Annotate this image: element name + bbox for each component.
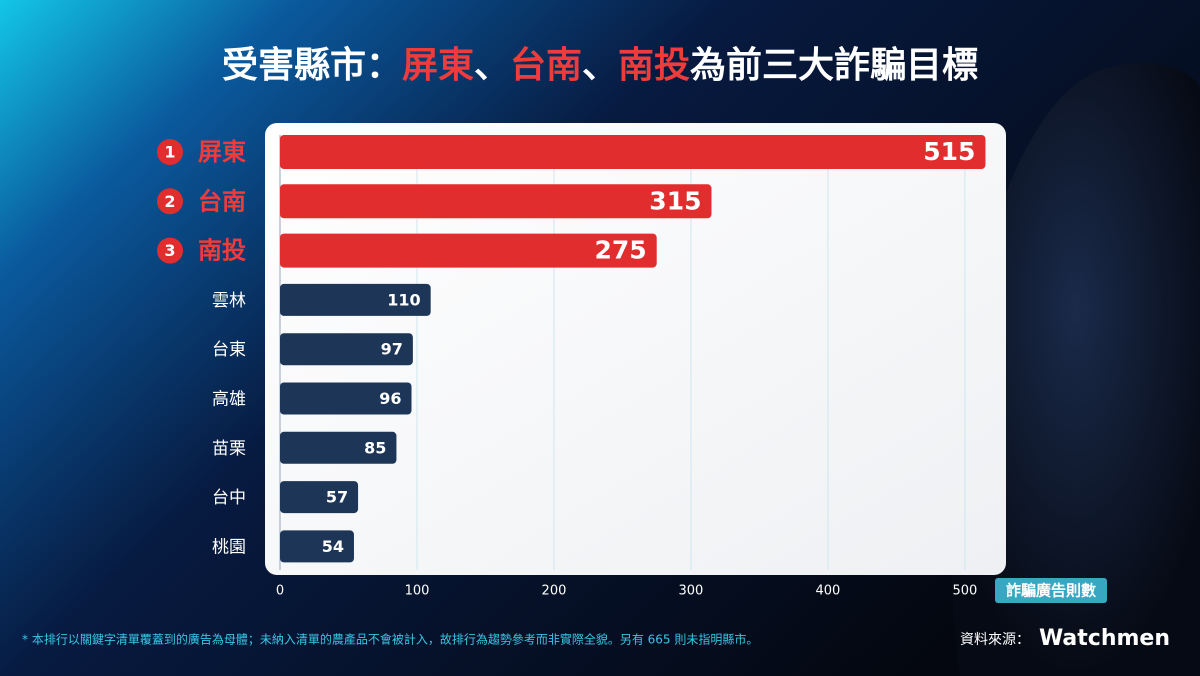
x-label-box (995, 578, 1107, 603)
value-label: 515 (923, 137, 975, 166)
bar (280, 233, 657, 268)
category-label: 雲林 (212, 291, 246, 311)
rank-number: 3 (164, 241, 175, 260)
category-label: 桃園 (212, 537, 246, 557)
source-label: 資料來源： (960, 632, 1030, 648)
x-tick-label: 400 (816, 584, 841, 599)
value-label: 110 (387, 290, 420, 309)
category-label: 台南 (198, 187, 246, 215)
title-segment: 、 (582, 45, 618, 86)
category-label: 南投 (198, 237, 246, 265)
x-axis-label: 詐騙廣告則數 (1006, 582, 1096, 600)
bar (280, 530, 354, 563)
bar (280, 135, 986, 169)
title-segment: 受害縣市： (222, 45, 402, 86)
rank-number: 2 (164, 192, 175, 211)
rank-badge (157, 188, 183, 215)
hood-figure (951, 63, 1200, 676)
title-segment: 台南 (510, 45, 582, 86)
x-tick-label: 500 (952, 584, 977, 599)
footnote: * 本排行以關鍵字清單覆蓋到的廣告為母體；未納入清單的農產品不會被計入，故排行為… (22, 632, 758, 647)
rank-number: 1 (164, 143, 175, 162)
category-label: 高雄 (212, 390, 246, 410)
category-label: 屏東 (198, 138, 246, 166)
value-label: 275 (595, 236, 647, 265)
category-label: 台東 (212, 340, 246, 360)
value-label: 54 (322, 537, 344, 556)
title-segment: 屏東 (402, 45, 474, 86)
rank-badge (157, 237, 183, 264)
bar (280, 333, 413, 366)
bar (280, 283, 431, 316)
x-tick-label: 100 (405, 584, 430, 599)
plot: 0 100 200 300 400 500 515 屏東 1 315 台南 2 275 南投 3 110 雲林 9… (157, 135, 986, 599)
category-label: 台中 (212, 488, 246, 508)
value-label: 96 (379, 389, 401, 408)
value-label: 57 (326, 488, 348, 507)
x-tick-label: 200 (542, 584, 567, 599)
value-label: 315 (649, 186, 701, 215)
bar (280, 431, 397, 464)
title-segment: 南投 (618, 45, 690, 86)
title-segment: 、 (474, 45, 510, 86)
source-logo: Watchmen (1039, 626, 1170, 651)
title-segment: 為前三大詐騙目標 (690, 45, 978, 86)
category-label: 苗栗 (212, 439, 246, 459)
rank-badge (157, 139, 183, 165)
bar (280, 184, 712, 219)
value-label: 97 (381, 340, 403, 359)
bar (280, 382, 412, 415)
value-label: 85 (364, 438, 386, 457)
x-tick-label: 0 (276, 584, 284, 599)
bar (280, 481, 359, 514)
x-tick-label: 300 (679, 584, 704, 599)
chart-title: 受害縣市：屏東、台南、南投為前三大詐騙目標 (222, 45, 978, 86)
